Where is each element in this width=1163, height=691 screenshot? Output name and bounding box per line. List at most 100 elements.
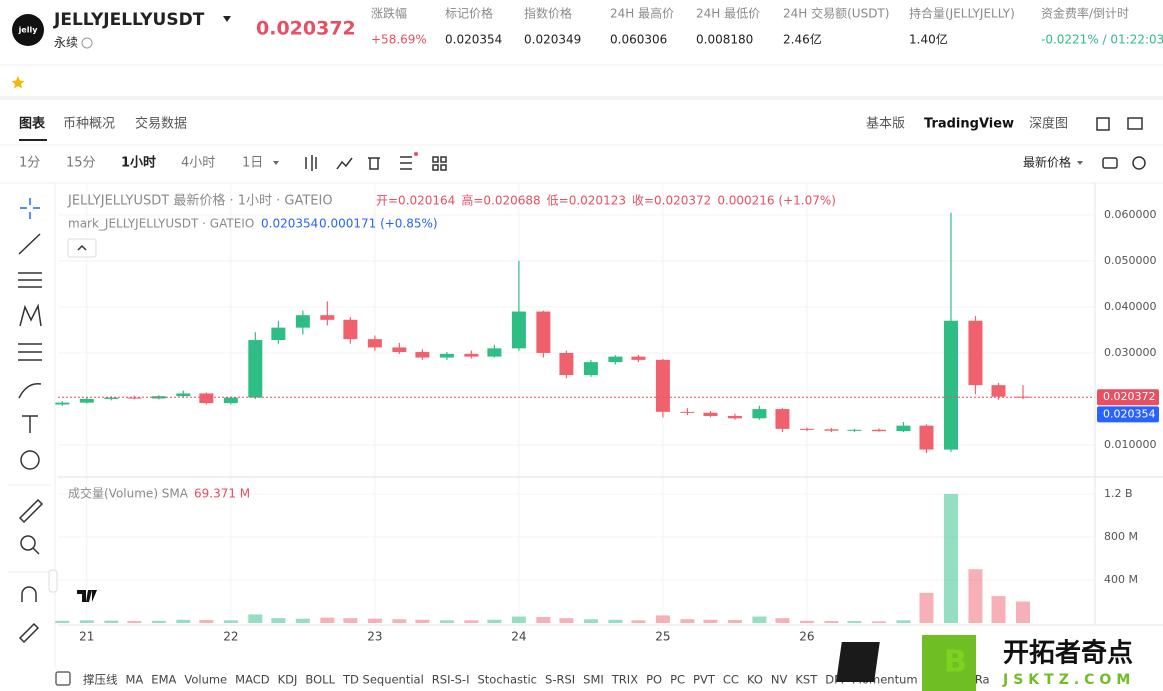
x-tick-label: 22 <box>223 630 238 644</box>
brush-tool[interactable] <box>18 383 42 399</box>
collapse-toolbar[interactable] <box>48 569 58 593</box>
collapse-legend[interactable] <box>67 238 97 258</box>
volume-bar <box>583 619 598 623</box>
indicator[interactable]: S-RSI <box>545 673 575 687</box>
indicator[interactable]: EMA <box>151 673 176 687</box>
volume-bar <box>968 569 983 623</box>
price-type[interactable]: 最新价格 <box>1023 155 1071 170</box>
interval[interactable]: 4小时 <box>181 156 215 171</box>
symbol-dropdown[interactable] <box>223 16 231 22</box>
info-icon[interactable] <box>81 37 93 49</box>
indicator[interactable]: Stochastic <box>477 673 537 687</box>
interval[interactable]: 15分 <box>66 156 96 171</box>
x-tick-label: 25 <box>655 630 670 644</box>
logo-text: jelly <box>18 26 39 35</box>
mark-price-label: 0.020354 <box>1103 407 1156 420</box>
settings-icon[interactable] <box>1132 156 1146 170</box>
delete-icon[interactable] <box>368 157 380 170</box>
stat-value: 0.008180 <box>696 33 753 47</box>
lock-tool[interactable] <box>18 622 40 644</box>
stat-value: 0.020354 <box>445 33 502 47</box>
volume-bar <box>536 617 551 623</box>
candle-body <box>559 352 574 376</box>
candle-body <box>680 411 695 413</box>
volume-bar <box>511 616 526 623</box>
camera-icon[interactable] <box>1102 157 1118 169</box>
prediction-tool[interactable] <box>18 343 42 361</box>
candle-body <box>248 340 263 398</box>
calendar-icon[interactable] <box>55 671 71 686</box>
candle-body <box>799 428 814 430</box>
candle-body <box>104 397 119 399</box>
mark-legend: mark_JELLYJELLYUSDT · GATEIO <box>68 217 254 231</box>
x-tick-label: 26 <box>799 630 814 644</box>
indicator[interactable]: SMI <box>583 673 604 687</box>
indicator[interactable]: PO <box>646 673 662 687</box>
pattern-tool[interactable] <box>19 303 42 327</box>
text-tool[interactable] <box>22 415 38 433</box>
stat-label: 持合量(JELLYJELLY) <box>909 6 1015 21</box>
volume-sma: 69.371 M <box>194 487 250 501</box>
ruler-tool[interactable] <box>18 498 44 524</box>
indicator[interactable]: MA <box>126 673 144 687</box>
indicator[interactable]: Volume <box>184 673 227 687</box>
volume-bar <box>104 620 119 623</box>
volume-bar <box>248 614 263 623</box>
indicator[interactable]: KDJ <box>278 673 298 687</box>
favorite-star[interactable] <box>11 76 25 89</box>
indicator[interactable]: CC <box>723 673 739 687</box>
mark-legend-price: 0.020354 <box>261 217 318 231</box>
indicator[interactable]: NV <box>771 673 788 687</box>
tab[interactable]: 币种概况 <box>63 117 115 132</box>
volume-tick-label: 400 M <box>1104 573 1138 586</box>
indicator[interactable]: PC <box>670 673 685 687</box>
magnet-tool[interactable] <box>21 586 37 602</box>
indicator[interactable]: MACD <box>235 673 270 687</box>
tab[interactable]: 交易数据 <box>135 116 187 132</box>
interval-dropdown[interactable] <box>273 161 279 165</box>
x-tick-label: 21 <box>79 630 94 644</box>
indicator[interactable]: TD Sequential <box>342 673 424 687</box>
indicator[interactable]: BOLL <box>305 673 335 687</box>
indicator[interactable]: KST <box>795 673 818 687</box>
zoom-tool[interactable] <box>20 535 36 551</box>
candle-body <box>968 320 983 386</box>
volume-bar <box>176 619 191 623</box>
stat-value: 2.46亿 <box>783 32 822 47</box>
indicator[interactable]: 撑压线 <box>83 673 118 687</box>
volume-bar <box>680 619 695 623</box>
grid-icon[interactable] <box>432 156 447 171</box>
interval[interactable]: 1小时 <box>121 155 156 171</box>
indicator-icon[interactable] <box>336 157 353 170</box>
crosshair-tool[interactable] <box>20 198 40 219</box>
symbol[interactable]: JELLYJELLYUSDT <box>53 10 205 30</box>
stat-value: 0.060306 <box>610 33 667 47</box>
line-tool[interactable] <box>18 233 41 255</box>
window-icon[interactable] <box>1127 117 1143 130</box>
volume-bar <box>392 619 407 623</box>
indicator[interactable]: RSI-S-I <box>432 673 470 687</box>
indicator[interactable]: TRIX <box>611 673 638 687</box>
volume-bar <box>415 619 430 623</box>
volume-bar <box>127 621 142 623</box>
volume-bar <box>919 592 934 623</box>
candle-body <box>608 356 623 363</box>
interval[interactable]: 1分 <box>19 156 40 171</box>
view-option[interactable]: 基本版 <box>866 117 905 132</box>
view-option[interactable]: TradingView <box>924 117 1014 132</box>
emoji-tool[interactable] <box>20 450 40 470</box>
interval[interactable]: 1日 <box>242 156 263 171</box>
tab[interactable]: 图表 <box>19 116 46 132</box>
candle-body <box>271 327 286 341</box>
fib-tool[interactable] <box>18 272 42 288</box>
indicator[interactable]: Ra <box>975 673 990 687</box>
candle-icon[interactable] <box>305 155 317 171</box>
logo <box>12 14 44 46</box>
view-option[interactable]: 深度图 <box>1029 116 1068 132</box>
price-type-dropdown[interactable] <box>1077 161 1083 165</box>
indicator[interactable]: PVT <box>693 673 716 687</box>
layout-icon[interactable] <box>400 156 412 170</box>
fullscreen-icon[interactable] <box>1096 117 1110 131</box>
indicator[interactable]: KO <box>747 673 763 687</box>
candle-body <box>343 319 358 340</box>
